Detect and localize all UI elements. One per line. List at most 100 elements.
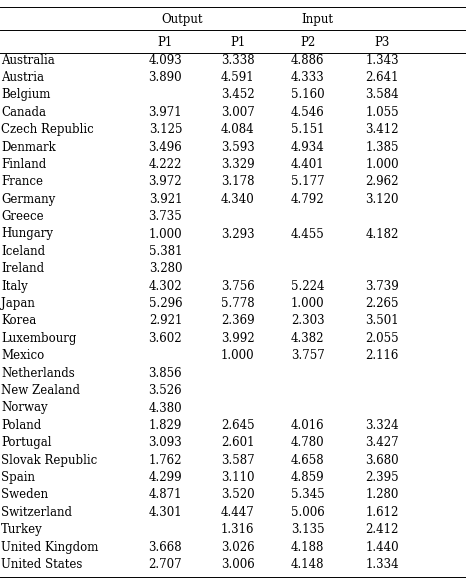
Text: 3.668: 3.668 <box>149 540 182 554</box>
Text: 4.016: 4.016 <box>291 419 324 432</box>
Text: 1.000: 1.000 <box>149 227 182 241</box>
Text: 5.177: 5.177 <box>291 175 324 188</box>
Text: Netherlands: Netherlands <box>1 367 75 380</box>
Text: 3.971: 3.971 <box>149 106 182 119</box>
Text: 4.148: 4.148 <box>291 558 324 571</box>
Text: 5.006: 5.006 <box>291 506 324 519</box>
Text: 4.658: 4.658 <box>291 454 324 467</box>
Text: 3.007: 3.007 <box>221 106 254 119</box>
Text: Canada: Canada <box>1 106 46 119</box>
Text: Turkey: Turkey <box>1 524 43 536</box>
Text: 4.333: 4.333 <box>291 71 324 84</box>
Text: 3.135: 3.135 <box>291 524 324 536</box>
Text: 4.382: 4.382 <box>291 332 324 345</box>
Text: 2.369: 2.369 <box>221 314 254 328</box>
Text: Spain: Spain <box>1 471 35 484</box>
Text: Finland: Finland <box>1 158 46 171</box>
Text: 1.385: 1.385 <box>365 141 399 153</box>
Text: 2.962: 2.962 <box>365 175 399 188</box>
Text: Denmark: Denmark <box>1 141 55 153</box>
Text: Czech Republic: Czech Republic <box>1 123 94 136</box>
Text: 3.280: 3.280 <box>149 262 182 275</box>
Text: 3.584: 3.584 <box>365 88 399 101</box>
Text: 2.601: 2.601 <box>221 436 254 449</box>
Text: 3.324: 3.324 <box>365 419 399 432</box>
Text: 3.496: 3.496 <box>149 141 182 153</box>
Text: 1.612: 1.612 <box>365 506 399 519</box>
Text: Germany: Germany <box>1 193 55 206</box>
Text: 5.224: 5.224 <box>291 280 324 293</box>
Text: 3.972: 3.972 <box>149 175 182 188</box>
Text: 4.380: 4.380 <box>149 402 182 415</box>
Text: 1.829: 1.829 <box>149 419 182 432</box>
Text: Australia: Australia <box>1 54 55 66</box>
Text: 3.921: 3.921 <box>149 193 182 206</box>
Text: 1.000: 1.000 <box>365 158 399 171</box>
Text: 3.427: 3.427 <box>365 436 399 449</box>
Text: 4.093: 4.093 <box>149 54 182 66</box>
Text: France: France <box>1 175 43 188</box>
Text: 4.859: 4.859 <box>291 471 324 484</box>
Text: Korea: Korea <box>1 314 36 328</box>
Text: Sweden: Sweden <box>1 489 48 501</box>
Text: Iceland: Iceland <box>1 245 45 258</box>
Text: 5.345: 5.345 <box>291 489 324 501</box>
Text: 3.452: 3.452 <box>221 88 254 101</box>
Text: 5.778: 5.778 <box>221 297 254 310</box>
Text: Greece: Greece <box>1 210 43 223</box>
Text: 1.762: 1.762 <box>149 454 182 467</box>
Text: 3.520: 3.520 <box>221 489 254 501</box>
Text: P2: P2 <box>300 36 315 48</box>
Text: 4.792: 4.792 <box>291 193 324 206</box>
Text: 1.280: 1.280 <box>365 489 399 501</box>
Text: 4.546: 4.546 <box>291 106 324 119</box>
Text: 3.293: 3.293 <box>221 227 254 241</box>
Text: 3.412: 3.412 <box>365 123 399 136</box>
Text: 3.501: 3.501 <box>365 314 399 328</box>
Text: 3.026: 3.026 <box>221 540 254 554</box>
Text: 4.780: 4.780 <box>291 436 324 449</box>
Text: P3: P3 <box>375 36 390 48</box>
Text: 4.886: 4.886 <box>291 54 324 66</box>
Text: Hungary: Hungary <box>1 227 53 241</box>
Text: 5.381: 5.381 <box>149 245 182 258</box>
Text: 1.055: 1.055 <box>365 106 399 119</box>
Text: 4.591: 4.591 <box>221 71 254 84</box>
Text: Switzerland: Switzerland <box>1 506 72 519</box>
Text: 2.055: 2.055 <box>365 332 399 345</box>
Text: 5.296: 5.296 <box>149 297 182 310</box>
Text: 4.871: 4.871 <box>149 489 182 501</box>
Text: 3.992: 3.992 <box>221 332 254 345</box>
Text: 2.412: 2.412 <box>365 524 399 536</box>
Text: Austria: Austria <box>1 71 44 84</box>
Text: Italy: Italy <box>1 280 27 293</box>
Text: 3.120: 3.120 <box>365 193 399 206</box>
Text: 3.593: 3.593 <box>221 141 254 153</box>
Text: United States: United States <box>1 558 82 571</box>
Text: Japan: Japan <box>1 297 35 310</box>
Text: 3.329: 3.329 <box>221 158 254 171</box>
Text: 3.756: 3.756 <box>221 280 254 293</box>
Text: 4.299: 4.299 <box>149 471 182 484</box>
Text: 1.334: 1.334 <box>365 558 399 571</box>
Text: 2.116: 2.116 <box>365 349 399 362</box>
Text: 2.707: 2.707 <box>149 558 182 571</box>
Text: Output: Output <box>161 12 203 26</box>
Text: 4.222: 4.222 <box>149 158 182 171</box>
Text: New Zealand: New Zealand <box>1 384 80 397</box>
Text: Norway: Norway <box>1 402 48 415</box>
Text: 3.602: 3.602 <box>149 332 182 345</box>
Text: 4.934: 4.934 <box>291 141 324 153</box>
Text: Mexico: Mexico <box>1 349 44 362</box>
Text: 1.343: 1.343 <box>365 54 399 66</box>
Text: 3.338: 3.338 <box>221 54 254 66</box>
Text: 4.188: 4.188 <box>291 540 324 554</box>
Text: Luxembourg: Luxembourg <box>1 332 76 345</box>
Text: 2.395: 2.395 <box>365 471 399 484</box>
Text: 4.455: 4.455 <box>291 227 324 241</box>
Text: 4.340: 4.340 <box>221 193 254 206</box>
Text: Slovak Republic: Slovak Republic <box>1 454 97 467</box>
Text: 3.735: 3.735 <box>149 210 182 223</box>
Text: 3.093: 3.093 <box>149 436 182 449</box>
Text: Portugal: Portugal <box>1 436 51 449</box>
